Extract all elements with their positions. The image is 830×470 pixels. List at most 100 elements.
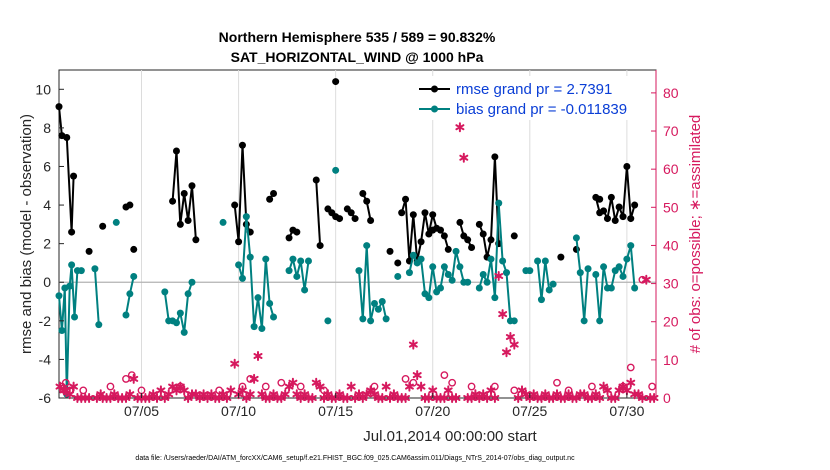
obs-possible-point: [401, 375, 410, 383]
rmse-point: [615, 203, 623, 211]
bias-point: [250, 323, 258, 331]
y-right-tick-label: 20: [663, 314, 679, 330]
rmse-point: [316, 242, 324, 250]
y-right-tick-label: 10: [663, 352, 679, 368]
bias-point: [219, 218, 227, 226]
bias-point: [619, 272, 627, 280]
rmse-point: [464, 236, 472, 244]
legend-rmse-label: rmse grand pr = 2.7391: [456, 81, 612, 98]
obs-assimilated-point: [358, 393, 368, 403]
obs-assimilated-point: [125, 389, 135, 400]
bias-point: [409, 251, 417, 259]
obs-assimilated-point: [156, 385, 166, 396]
rmse-point: [402, 195, 410, 203]
obs-assimilated-point: [199, 389, 209, 400]
bias-point: [258, 325, 266, 333]
bias-point: [95, 321, 103, 329]
obs-assimilated-point: [416, 381, 426, 392]
rmse-point: [468, 244, 476, 252]
obs-assimilated-point: [69, 381, 78, 392]
bias-point: [293, 272, 301, 280]
rmse-point: [336, 215, 344, 223]
bias-point: [429, 263, 437, 271]
rmse-point: [611, 216, 619, 224]
obs-assimilated-point: [265, 393, 275, 403]
rmse-point: [596, 195, 604, 203]
bias-point: [285, 267, 293, 275]
bias-segment: [93, 268, 100, 325]
obs-assimilated-point: [424, 393, 434, 403]
y-left-tick-label: -2: [39, 313, 52, 329]
rmse-point: [63, 134, 71, 142]
bias-point: [440, 263, 448, 271]
obs-assimilated-point: [509, 339, 519, 350]
rmse-point: [172, 147, 180, 155]
obs-assimilated-point: [346, 381, 356, 392]
rmse-point: [440, 232, 448, 240]
bias-point: [184, 290, 192, 298]
rmse-point: [367, 216, 375, 224]
legend-box: [416, 76, 650, 120]
obs-assimilated-point: [498, 309, 508, 320]
bias-point: [623, 255, 631, 263]
bias-point: [367, 317, 375, 325]
rmse-point: [607, 193, 615, 201]
rmse-point: [603, 215, 611, 223]
y-axis-left-label: rmse and bias (model - observation): [18, 114, 35, 354]
rmse-point: [475, 220, 483, 228]
obs-assimilated-point: [230, 358, 240, 369]
bias-point: [541, 257, 549, 265]
obs-possible-point: [510, 386, 519, 395]
obs-assimilated-point: [513, 393, 523, 403]
bias-point: [374, 305, 382, 313]
obs-possible-point: [277, 378, 286, 387]
bias-point: [499, 257, 507, 265]
rmse-point: [332, 78, 340, 86]
bias-point: [58, 326, 66, 334]
obs-assimilated-point: [603, 385, 612, 396]
x-tick-label: 07/30: [609, 403, 644, 419]
axes-layer: 07/05 07/10 07/15 07/20 07/25 07/30 -6 -4 -2 0 2 4 6…: [35, 70, 679, 419]
rmse-point: [169, 197, 177, 205]
obs-assimilated-point: [288, 377, 298, 388]
bias-point: [55, 292, 63, 300]
y-left-tick-label: 8: [43, 120, 51, 136]
rmse-point: [557, 253, 565, 261]
y-left-tick-label: 10: [35, 81, 51, 97]
obs-possible-point: [261, 382, 270, 391]
bias-point: [66, 282, 74, 290]
bias-point: [537, 296, 545, 304]
bias-point: [580, 317, 588, 325]
bias-point: [161, 288, 169, 296]
rmse-series: [55, 78, 639, 267]
obs-assimilated-point: [505, 332, 515, 342]
obs-possible-point: [588, 382, 596, 391]
x-tick-label: 07/15: [318, 403, 353, 419]
obs-assimilated-point: [164, 389, 174, 400]
obs-assimilated-point: [564, 389, 574, 400]
y-right-tick-label: 80: [663, 85, 679, 101]
rmse-point: [285, 234, 293, 242]
rmse-point: [623, 162, 631, 170]
bias-point: [510, 317, 518, 325]
obs-assimilated-point: [342, 393, 352, 403]
rmse-point: [293, 228, 301, 236]
obs-assimilated-point: [179, 385, 189, 396]
bias-point: [71, 313, 79, 321]
obs-possible-point: [648, 382, 657, 391]
obs-count-series: [55, 122, 659, 403]
bias-point: [242, 213, 250, 221]
rmse-point: [184, 216, 192, 224]
bias-point: [534, 257, 542, 265]
rmse-point: [510, 232, 518, 240]
bias-point: [596, 317, 604, 325]
legend-rmse-marker: [431, 85, 438, 93]
obs-assimilated-point: [405, 381, 414, 392]
rmse-point: [487, 236, 495, 244]
bias-point: [479, 271, 487, 279]
bias-point: [491, 294, 499, 302]
y-left-tick-label: 2: [43, 236, 51, 252]
rmse-point: [347, 209, 355, 217]
obs-assimilated-point: [502, 347, 511, 358]
bias-point: [592, 271, 600, 279]
